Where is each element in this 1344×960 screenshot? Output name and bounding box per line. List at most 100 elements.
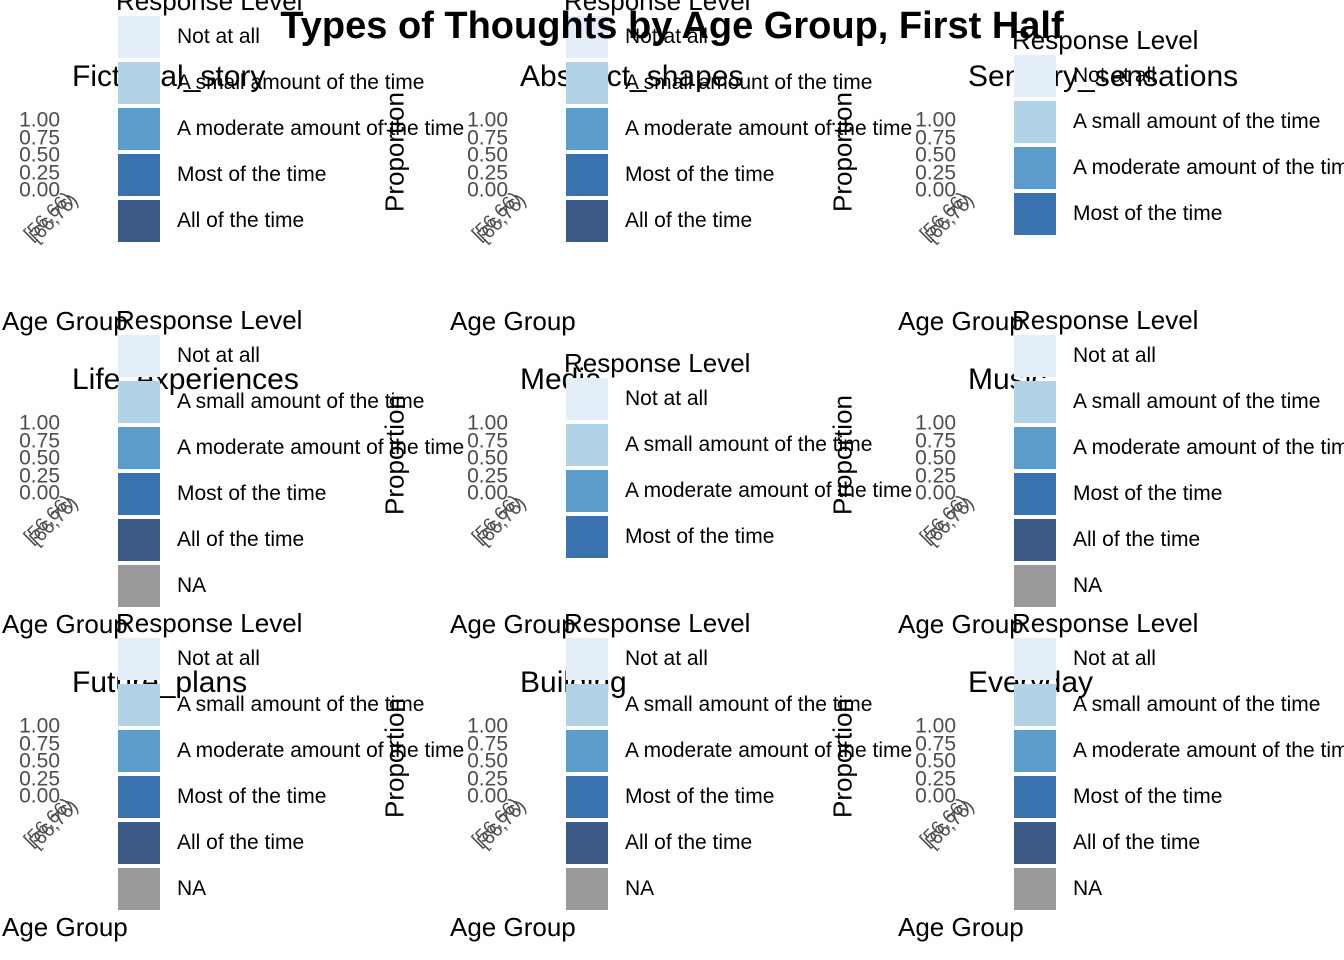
panel-title: Life_experiences [72,363,299,396]
facet-panel: Music Age Group 1.00 0.75 0.50 0.25 0.00 [56,66… [896,303,1344,639]
legend-swatch [118,776,160,818]
legend-swatch [566,424,608,466]
legend-label: A small amount of the time [177,693,425,716]
legend-label: A moderate amount of the time [1073,739,1344,762]
y-tick-label: 0.50 [19,143,60,167]
y-tick-label: 0.00 [467,784,508,808]
legend-item: A moderate amount of the time [116,730,546,776]
legend-swatch [1014,730,1056,772]
legend-label: A moderate amount of the time [177,436,465,459]
legend-item: Most of the time [564,154,994,200]
legend-label: Most of the time [177,163,327,186]
legend-label: All of the time [1073,528,1201,551]
legend-swatch [1014,684,1056,726]
legend-item: Most of the time [1012,776,1344,822]
y-tick-label: 0.75 [915,126,956,149]
legend-item: A moderate amount of the time [1012,147,1344,193]
facet-panel: Abstract_shapes Proportion Age Group 1.00 0.… [448,0,912,336]
legend-swatch [566,470,608,512]
legend-swatch [118,684,160,726]
legend-label: All of the time [177,528,305,551]
legend-label: A moderate amount of the time [625,479,913,502]
legend-label: A small amount of the time [625,433,873,456]
y-tick-label: 0.75 [467,126,508,149]
x-axis-label: Age Group [2,306,128,336]
y-axis-ticks: 1.00 0.75 0.50 0.25 0.00 [904,0,956,303]
legend-title: Response Level [564,0,751,16]
legend-item: All of the time [116,822,546,868]
legend-label: Most of the time [625,525,775,548]
legend-label: Not at all [625,25,708,48]
legend-label: A moderate amount of the time [177,739,465,762]
legend-label: All of the time [1073,831,1201,854]
legend-item: A small amount of the time [564,62,994,108]
y-tick-label: 0.00 [915,178,956,202]
y-axis-ticks: 1.00 0.75 0.50 0.25 0.00 [456,0,508,303]
legend: Response Level Not at all A small amount o… [1012,25,1344,239]
legend-label: Most of the time [625,785,775,808]
y-tick-label: 0.50 [467,749,508,773]
legend-label: Most of the time [1073,785,1223,808]
legend-title: Response Level [116,0,303,16]
legend-swatch [566,154,608,196]
legend: Response Level Not at all A small amount o… [116,608,546,914]
legend-label: All of the time [177,831,305,854]
facet-panel: Sensory_sensations Age Group 1.00 0.75 0.50 0… [896,0,1344,336]
legend-item: A moderate amount of the time [116,108,546,154]
legend-item: All of the time [1012,519,1344,565]
y-tick-label: 0.75 [19,732,60,755]
legend: Response Level Not at all A small amount o… [116,0,546,246]
legend-swatch [1014,565,1056,607]
legend-item: A small amount of the time [116,381,546,427]
legend-item: NA [1012,565,1344,611]
y-axis-ticks: 1.00 0.75 0.50 0.25 0.00 [904,606,956,909]
y-tick-label: 0.25 [19,464,60,487]
y-tick-label: 0.00 [19,178,60,202]
y-tick-label: 0.75 [19,126,60,149]
facet-panel: Fictional_story Proportion Age Group 1.00 0.… [0,0,464,336]
y-tick-label: 0.75 [467,732,508,755]
legend-item: NA [564,868,994,914]
legend-title: Response Level [1012,608,1199,638]
legend-swatch [1014,427,1056,469]
legend-swatch [118,519,160,561]
y-tick-label: 0.50 [915,446,956,470]
legend-swatch [566,730,608,772]
legend-label: Not at all [1073,344,1156,367]
y-tick-label: 1.00 [467,411,508,435]
legend-item: A small amount of the time [1012,101,1344,147]
legend-swatch [1014,101,1056,143]
legend-item: Not at all [116,16,546,62]
y-tick-label: 0.25 [915,767,956,790]
x-axis-label: Age Group [2,609,128,639]
y-tick-label: 1.00 [467,714,508,738]
legend-label: Not at all [177,647,260,670]
legend-swatch [118,822,160,864]
x-axis-label: Age Group [450,912,576,942]
legend-item: Most of the time [564,516,994,562]
legend-swatch [118,335,160,377]
legend-item: Not at all [1012,638,1344,684]
y-tick-label: 0.00 [915,784,956,808]
legend-label: A small amount of the time [1073,390,1321,413]
legend-swatch [1014,519,1056,561]
legend-swatch [118,730,160,772]
legend-item: A small amount of the time [116,684,546,730]
panel-title: Abstract_shapes [520,60,744,93]
legend-swatch [118,381,160,423]
y-tick-label: 0.25 [915,161,956,184]
y-tick-label: 0.00 [467,178,508,202]
legend: Response Level Not at all A small amount o… [116,305,546,611]
legend-label: A small amount of the time [177,71,425,94]
legend: Response Level Not at all A small amount o… [1012,305,1344,611]
legend-item: A small amount of the time [1012,684,1344,730]
y-tick-label: 0.50 [19,446,60,470]
legend-label: Not at all [1073,64,1156,87]
y-axis-ticks: 1.00 0.75 0.50 0.25 0.00 [8,606,60,909]
legend-item: A small amount of the time [564,684,994,730]
legend-item: Not at all [116,638,546,684]
legend-label: Not at all [625,647,708,670]
y-tick-label: 1.00 [19,108,60,132]
legend-label: NA [625,877,655,900]
facet-panel: Future_plans Proportion Age Group 1.00 0.75 0… [0,606,464,942]
